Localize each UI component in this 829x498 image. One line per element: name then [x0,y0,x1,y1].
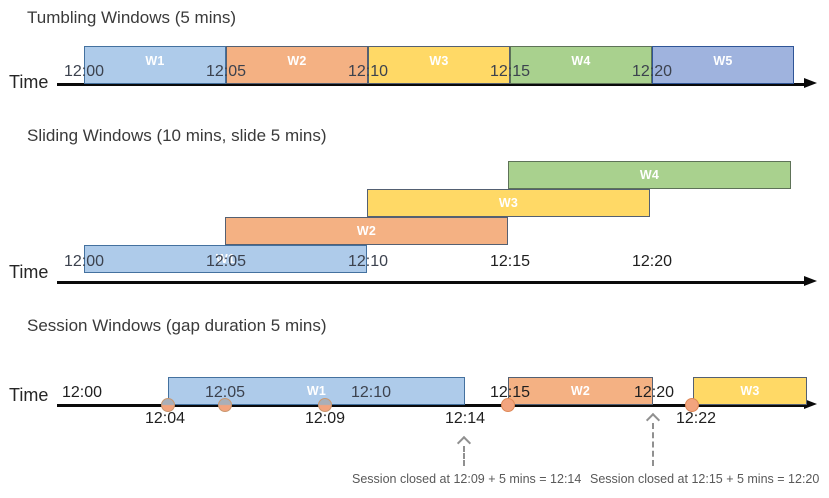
window-label: W1 [306,384,327,398]
tumbling-window-w3: W3 [368,46,510,84]
session-tick-1210: 12:10 [350,384,392,401]
window-label: W3 [429,54,449,68]
sliding-tick-1215: 12:15 [489,253,531,270]
tumbling-window-w2: W2 [226,46,368,84]
tumbling-axis-arrow-icon [804,78,817,88]
sliding-tick-1210: 12:10 [347,253,389,270]
session-tick-1200: 12:00 [61,384,103,401]
session-window-w3: W3 [693,377,807,405]
sliding-time-axis-label: Time [9,262,49,282]
sliding-tick-1205: 12:05 [205,253,247,270]
window-label: W2 [570,384,591,398]
session-event-label-1214: 12:14 [444,410,486,427]
window-label: W2 [287,54,307,68]
session-event-label-1222: 12:22 [675,410,717,427]
tumbling-tick-1210: 12:10 [347,63,389,80]
window-label: W1 [215,252,236,266]
sliding-window-w3: W3 [367,189,650,217]
session-close-annotation-1: Session closed at 12:09 + 5 mins = 12:14 [352,472,582,486]
session-window-w1: W1 [168,377,465,405]
window-label: W5 [713,54,733,68]
event-dot-1209 [318,398,332,412]
sliding-axis-arrow-icon [804,276,817,286]
session-close-annotation-2: Session closed at 12:15 + 5 mins = 12:20 [590,472,820,486]
session-section-title: Session Windows (gap duration 5 mins) [27,316,327,335]
tumbling-time-axis-label: Time [9,72,49,92]
tumbling-tick-1200: 12:00 [63,63,105,80]
sliding-tick-1220: 12:20 [631,253,673,270]
event-dot-1222 [685,398,699,412]
close-arrow-stem-1 [463,446,465,466]
session-tick-1220: 12:20 [633,384,675,401]
tumbling-tick-1215: 12:15 [489,63,531,80]
event-dot-1204 [161,398,175,412]
session-tick-1215: 12:15 [489,384,531,401]
sliding-section-title: Sliding Windows (10 mins, slide 5 mins) [27,126,327,145]
session-axis-arrow-icon [804,399,817,409]
session-tick-1205: 12:05 [204,384,246,401]
window-label: W4 [639,168,660,182]
sliding-window-w2: W2 [225,217,508,245]
session-event-label-1209: 12:09 [304,410,346,427]
tumbling-time-axis [57,83,805,86]
tumbling-tick-1205: 12:05 [205,63,247,80]
tumbling-window-w1: W1 [84,46,226,84]
sliding-tick-1200: 12:00 [63,253,105,270]
session-event-label-1204: 12:04 [144,410,186,427]
session-time-axis-label: Time [9,385,49,405]
tumbling-tick-1220: 12:20 [631,63,673,80]
session-window-w2: W2 [508,377,653,405]
session-time-axis [57,404,805,407]
tumbling-window-w4: W4 [510,46,652,84]
window-label: W1 [145,54,165,68]
event-dot-1215 [501,398,515,412]
tumbling-section-title: Tumbling Windows (5 mins) [27,8,237,27]
sliding-time-axis [57,281,805,284]
window-label: W3 [740,384,760,398]
sliding-window-w1: W1 [84,245,367,273]
window-label: W3 [498,196,519,210]
event-dot-1205 [218,398,232,412]
window-label: W4 [571,54,591,68]
window-label: W2 [356,224,377,238]
sliding-window-w4: W4 [508,161,791,189]
close-arrow-stem-2 [652,423,654,466]
tumbling-window-w5: W5 [652,46,794,84]
